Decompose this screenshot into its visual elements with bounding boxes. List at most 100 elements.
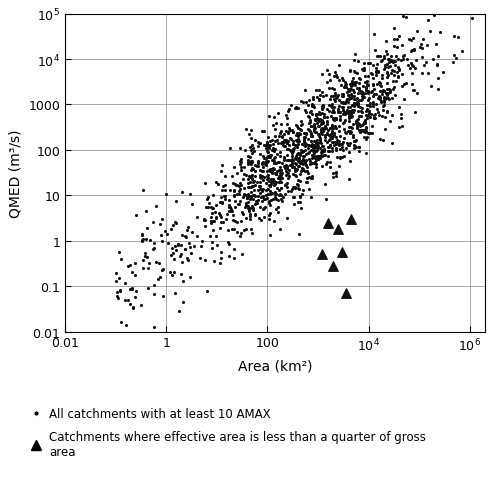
Point: [350, 68, 358, 76]
Point: [224, 239, 232, 246]
Point: [348, 78, 356, 85]
Point: [248, 159, 256, 167]
Point: [228, 208, 236, 216]
Point: [297, 168, 305, 176]
Point: [356, 97, 364, 105]
Point: [400, 52, 408, 60]
Point: [328, 109, 336, 117]
Point: [317, 129, 325, 137]
Point: [318, 93, 326, 101]
Point: [320, 124, 328, 132]
Point: [368, 71, 376, 79]
Point: [328, 122, 336, 130]
Point: [348, 125, 356, 133]
Point: [370, 99, 378, 107]
Point: [244, 176, 252, 184]
Point: [350, 107, 358, 115]
Point: [116, 318, 124, 326]
Point: [117, 256, 125, 264]
Point: [275, 192, 283, 200]
Point: [430, 56, 438, 63]
Point: [338, 75, 345, 82]
Point: [283, 140, 291, 147]
Point: [256, 183, 264, 190]
Point: [388, 58, 396, 65]
Point: [284, 174, 292, 182]
Point: [374, 68, 382, 76]
Point: [298, 148, 306, 156]
Point: [334, 154, 342, 162]
Point: [132, 288, 140, 296]
Point: [296, 199, 304, 206]
Point: [376, 96, 384, 104]
Point: [244, 194, 252, 202]
Point: [248, 175, 256, 183]
Point: [354, 120, 362, 127]
Point: [220, 173, 228, 181]
Point: [348, 93, 356, 101]
Point: [312, 86, 320, 94]
Point: [320, 126, 328, 134]
Point: [302, 131, 310, 139]
Point: [302, 130, 310, 138]
Point: [318, 149, 326, 157]
Point: [339, 93, 347, 101]
Point: [374, 95, 382, 103]
Point: [330, 131, 338, 139]
Point: [360, 67, 368, 75]
Point: [264, 158, 272, 165]
Point: [290, 171, 298, 179]
Point: [264, 172, 272, 180]
Point: [246, 179, 254, 187]
Point: [291, 167, 299, 175]
Point: [258, 173, 266, 181]
Point: [282, 171, 290, 179]
Point: [302, 109, 310, 117]
Point: [318, 88, 326, 96]
Point: [297, 118, 305, 126]
Point: [316, 118, 324, 125]
Point: [342, 109, 349, 117]
Point: [336, 109, 344, 117]
Point: [231, 204, 239, 212]
Point: [358, 122, 366, 129]
Point: [330, 98, 338, 106]
Point: [338, 249, 346, 257]
Point: [262, 159, 270, 166]
Point: [244, 159, 252, 166]
Point: [348, 80, 356, 87]
Point: [328, 127, 336, 135]
Point: [418, 45, 426, 53]
Point: [158, 215, 166, 223]
Point: [283, 157, 291, 165]
Point: [312, 148, 320, 156]
Point: [310, 159, 318, 166]
Point: [398, 115, 406, 123]
Point: [298, 165, 306, 173]
Point: [227, 207, 235, 215]
Point: [354, 103, 362, 111]
Point: [376, 79, 384, 86]
Point: [226, 144, 234, 152]
Point: [236, 230, 244, 238]
Point: [358, 88, 366, 96]
Point: [331, 139, 339, 146]
Point: [356, 122, 364, 130]
Point: [304, 142, 312, 150]
Point: [266, 142, 274, 149]
Point: [116, 287, 124, 295]
Point: [230, 225, 238, 233]
Point: [230, 163, 238, 171]
Point: [332, 95, 340, 103]
Point: [330, 174, 338, 182]
Point: [307, 175, 315, 183]
Point: [152, 258, 160, 266]
Point: [303, 178, 311, 186]
Point: [410, 35, 418, 43]
Point: [317, 151, 325, 159]
Point: [378, 72, 386, 80]
Point: [269, 176, 277, 183]
Point: [398, 122, 406, 130]
Point: [347, 91, 355, 99]
Point: [361, 120, 369, 128]
